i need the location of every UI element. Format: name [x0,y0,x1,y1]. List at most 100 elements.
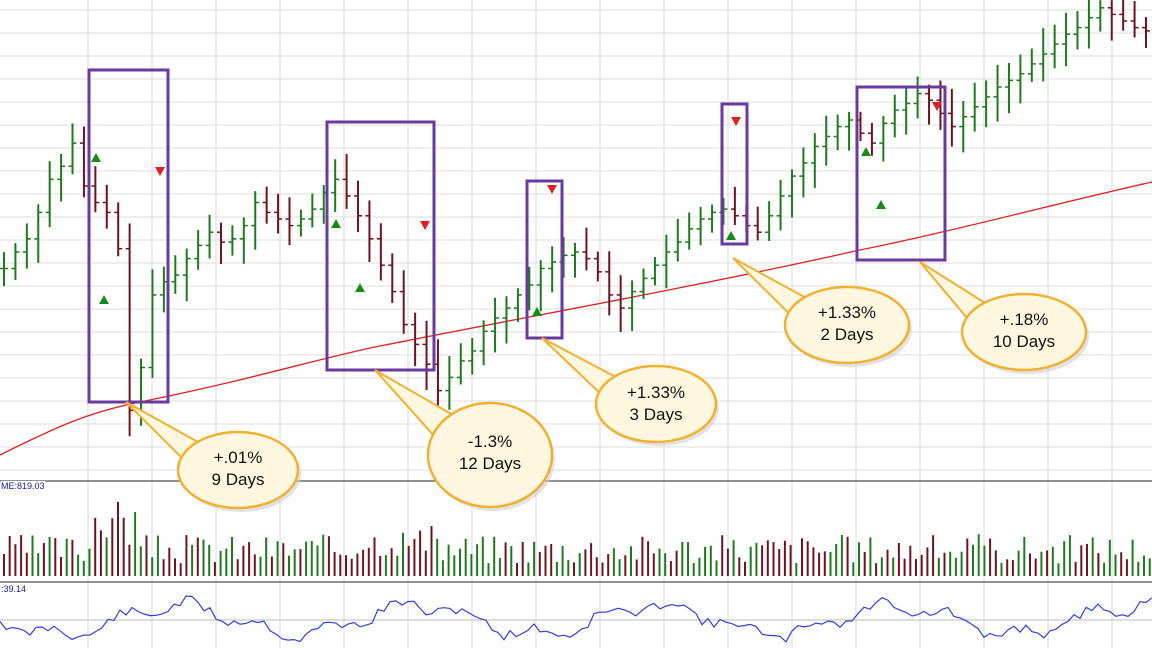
price-bar [1073,11,1082,50]
price-bar [867,122,876,156]
callout-bubble-5 [919,261,1089,374]
price-bar [639,268,648,299]
price-bar [1130,0,1139,38]
buy-signal-marker [331,219,341,228]
oscillator-line [0,595,1152,643]
price-bar [959,101,968,153]
price-bar [468,337,477,375]
callouts-layer: +.01% 9 Days -1.3% 12 Days +1.33% 3 Days… [125,257,1089,512]
callout-4-days: 2 Days [821,325,874,344]
price-bar [342,153,351,209]
price-bar [902,86,911,135]
price-bar [810,133,819,188]
callout-1-days: 9 Days [212,470,265,489]
price-bar [171,255,180,294]
callout-5: +.18% 10 Days [993,310,1055,351]
price-bar [68,123,77,175]
callout-ellipse [594,364,718,444]
price-bar [205,214,214,259]
price-bar [1084,0,1093,49]
price-bar [765,201,774,241]
price-bar [616,275,625,332]
callout-ellipse [426,401,554,509]
price-bar [982,80,991,128]
price-bar [148,269,157,378]
price-bar [228,225,237,256]
sell-signal-marker [731,117,741,126]
callout-bubble-3 [541,337,719,446]
price-bar [388,253,397,303]
buy-signal-marker [876,200,886,209]
volume-panel-label: ME:819.03 [1,481,45,491]
buy-signal-marker [99,295,109,304]
price-bar [502,296,511,344]
price-bar [925,84,934,125]
price-bar [91,166,100,213]
price-bar [833,114,842,151]
callout-3: +1.33% 3 Days [627,383,685,424]
price-bar [354,180,363,233]
price-bar [536,260,545,312]
price-bar [605,251,614,316]
callout-4: +1.33% 2 Days [818,303,876,344]
price-bar [285,197,294,246]
price-bar [11,243,20,280]
price-bar [308,193,317,228]
oscillator-layer [0,595,1152,643]
highlight-boxes-layer [87,68,947,404]
callout-1: +.01% 9 Days [212,448,265,489]
sell-signal-marker [547,185,557,194]
price-bar [947,88,956,147]
callout-1-pct: +.01% [214,448,263,467]
buy-signal-marker [861,147,871,156]
price-bar [456,343,465,385]
price-bar [445,356,454,410]
price-bar [491,297,500,353]
price-bar [34,204,43,263]
price-bar [1039,28,1048,82]
price-bar [79,126,88,198]
price-bar [548,246,557,293]
price-bar [776,179,785,231]
price-bar [274,193,283,234]
price-bar [822,115,831,166]
callout-bubble-2 [374,369,555,511]
price-bar [845,111,854,151]
callout-5-pct: +.18% [1000,310,1049,329]
callout-3-days: 3 Days [630,405,683,424]
price-bar [194,229,203,270]
price-bar [479,320,488,366]
price-bar [1027,48,1036,82]
price-bar [399,270,408,334]
price-bar [879,116,888,162]
price-bar [730,186,739,226]
price-bar [696,206,705,246]
price-bar [376,223,385,281]
price-bar [1016,54,1025,104]
price-bar [993,64,1002,122]
callout-3-pct: +1.33% [627,383,685,402]
price-bar [22,223,31,269]
buy-signal-marker [91,153,101,162]
price-bar [799,147,808,198]
highlight-box-2 [325,120,436,372]
sell-signal-marker [155,167,165,176]
callout-bubble-1 [125,401,301,512]
price-bar [970,82,979,132]
price-bar [216,222,225,265]
price-bar [708,204,717,233]
callout-5-days: 10 Days [993,332,1055,351]
price-bar [422,320,431,390]
highlight-box-3 [525,179,564,340]
price-bar [114,202,123,257]
volume-bars-layer [3,501,1151,576]
price-bar [1062,12,1071,67]
callout-ellipse [176,430,300,510]
price-bars-layer [0,0,1150,437]
price-bar [0,252,8,287]
price-bar [628,280,637,332]
price-bar [571,242,579,278]
callout-2-days: 12 Days [459,454,521,473]
price-bar [411,312,420,367]
